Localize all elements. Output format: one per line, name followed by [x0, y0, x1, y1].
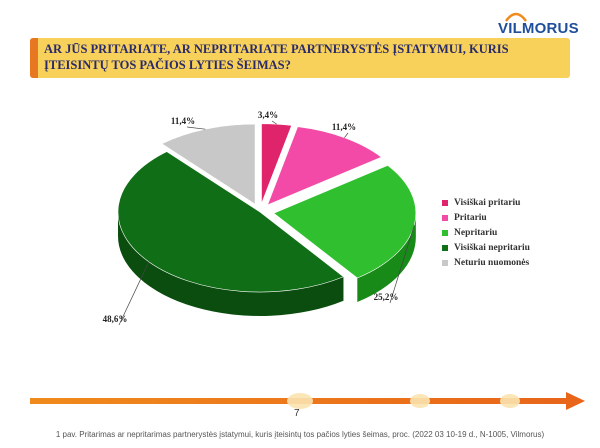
legend-label: Nepritariu	[454, 228, 498, 238]
pie-data-label: 11,4%	[171, 116, 195, 126]
legend-label: Visiškai nepritariu	[454, 243, 530, 253]
legend-label: Visiškai pritariu	[454, 198, 521, 208]
pie-slice	[267, 126, 382, 206]
vilmorus-logo: VILMORUS	[498, 8, 579, 42]
pie-chart: 3,4% 11,4% 25,2% 48,6% 11,4%	[103, 110, 417, 326]
legend-item: Visiškai pritariu	[442, 196, 530, 211]
pie-leader-line	[186, 126, 206, 130]
legend-label: Pritariu	[454, 213, 487, 223]
title-accent	[30, 38, 38, 78]
slide: VILMORUS AR JŪS PRITARIATE, AR NEPRITARI…	[30, 8, 585, 419]
pie-slice	[261, 123, 293, 204]
page-number: 7	[294, 408, 300, 419]
legend-swatch	[442, 215, 448, 221]
legend-item: Pritariu	[442, 211, 530, 226]
pie-data-label: 3,4%	[258, 110, 278, 120]
legend-item: Nepritariu	[442, 226, 530, 241]
legend-swatch	[442, 260, 448, 266]
pie-data-label: 11,4%	[332, 122, 356, 132]
legend-swatch	[442, 200, 448, 206]
question-title: AR JŪS PRITARIATE, AR NEPRITARIATE PARTN…	[44, 42, 509, 72]
chart-legend: Visiškai pritariu Pritariu Nepritariu Visiš…	[442, 196, 530, 271]
pie-data-label: 25,2%	[374, 292, 399, 302]
pie-slice-side	[357, 213, 416, 302]
legend-item: Visiškai nepritariu	[442, 241, 530, 256]
pie-leader-line	[271, 120, 277, 125]
legend-label: Neturiu nuomonės	[454, 258, 530, 268]
bottom-arrow-bar	[30, 392, 585, 410]
pie-slice-side	[118, 212, 344, 317]
pie-slice	[117, 151, 345, 293]
question-title-box: AR JŪS PRITARIATE, AR NEPRITARIATE PARTN…	[30, 38, 570, 78]
logo-text: VILMORUS	[498, 20, 579, 37]
pie-slice	[161, 123, 256, 205]
legend-swatch	[442, 230, 448, 236]
pie-data-label: 48,6%	[103, 314, 128, 324]
figure-caption: 1 pav. Pritarimas ar nepritarimas partne…	[55, 430, 545, 439]
pie-leader-line	[118, 261, 150, 326]
pie-leader-line	[344, 132, 349, 138]
legend-item: Neturiu nuomonės	[442, 256, 530, 271]
logo-arc-icon	[504, 12, 528, 22]
legend-swatch	[442, 245, 448, 251]
pie-leader-line	[389, 225, 415, 304]
